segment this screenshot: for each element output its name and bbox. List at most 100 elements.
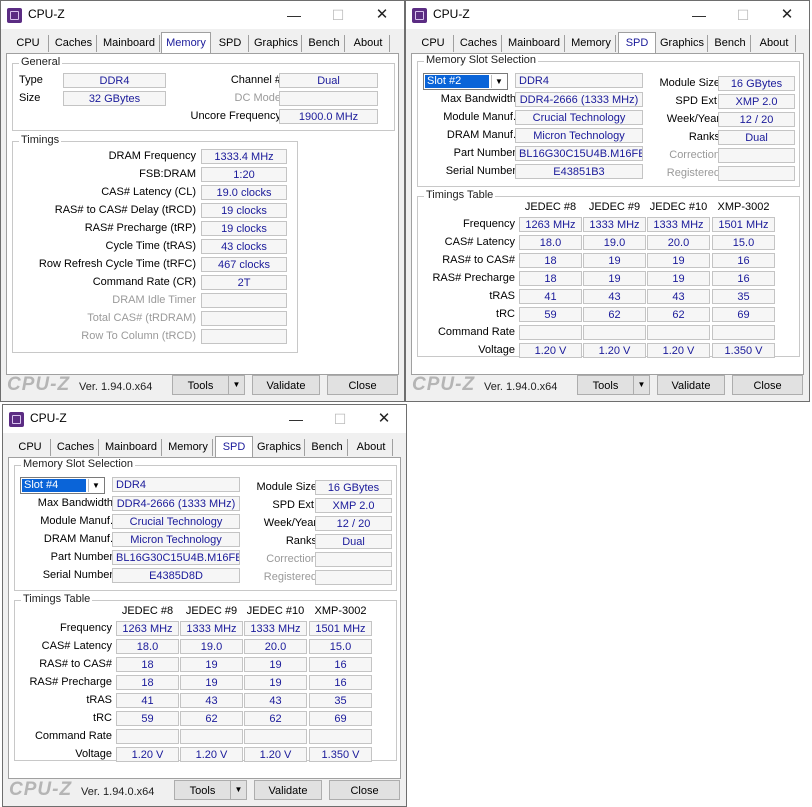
correction-value (315, 552, 392, 567)
ranks-value: Dual (718, 130, 795, 145)
tab-mainboard[interactable]: Mainboard (99, 35, 160, 52)
minimize-button[interactable]: — (692, 7, 706, 23)
close-window-button[interactable]: ✕ (375, 6, 389, 23)
tab-cpu[interactable]: CPU (10, 439, 51, 456)
week-year-value: 12 / 20 (718, 112, 795, 127)
tab-cpu[interactable]: CPU (413, 35, 454, 52)
part-number-value: BL16G30C15U4B.M16FE1 (515, 146, 643, 161)
chevron-down-icon[interactable]: ▼ (88, 479, 103, 492)
tab-bench[interactable]: Bench (304, 35, 345, 52)
timings-cell: 1333 MHz (244, 621, 307, 636)
timings-row-label: tRC (93, 712, 112, 724)
timings-cell: 18 (519, 253, 582, 268)
title-bar[interactable]: CPU-Z — ☐ ✕ (3, 405, 406, 433)
tab-cpu[interactable]: CPU (8, 35, 49, 52)
close-button[interactable]: Close (327, 375, 398, 395)
validate-button[interactable]: Validate (657, 375, 725, 395)
tab-bench[interactable]: Bench (710, 35, 751, 52)
tab-about[interactable]: About (753, 35, 796, 52)
minimize-button[interactable]: — (289, 411, 303, 427)
close-window-button[interactable]: ✕ (780, 6, 794, 23)
dc-mode-value (279, 91, 378, 106)
cpuz-logo: CPU-Z (9, 779, 73, 800)
timings-cell: 1.20 V (180, 747, 243, 762)
tab-bench[interactable]: Bench (307, 439, 348, 456)
close-button[interactable]: Close (732, 375, 803, 395)
maximize-button[interactable]: ☐ (736, 7, 750, 23)
tab-spd[interactable]: SPD (215, 436, 253, 457)
timings-cell: 18 (519, 271, 582, 286)
timing-value: 2T (201, 275, 287, 290)
tools-button[interactable]: Tools (577, 375, 634, 395)
timing-value (201, 311, 287, 326)
timings-cell: 1333 MHz (647, 217, 710, 232)
part-number-label: Part Number (50, 551, 113, 563)
timings-cell (180, 729, 243, 744)
tab-spd[interactable]: SPD (618, 32, 656, 53)
slot-select[interactable]: Slot #4 ▼ (20, 477, 105, 494)
group-title: Memory Slot Selection (21, 458, 136, 470)
tab-caches[interactable]: Caches (51, 35, 97, 52)
timings-cell: 16 (309, 657, 372, 672)
tab-graphics[interactable]: Graphics (254, 439, 305, 456)
tab-graphics[interactable]: Graphics (657, 35, 708, 52)
maximize-button[interactable]: ☐ (331, 7, 345, 23)
validate-button[interactable]: Validate (252, 375, 320, 395)
validate-button[interactable]: Validate (254, 780, 322, 800)
spd-panel: Memory Slot Selection Slot #4 ▼ DDR4 Max Ban… (8, 457, 401, 779)
timings-cell (309, 729, 372, 744)
timings-cell: 35 (712, 289, 775, 304)
tools-dropdown-button[interactable]: ▼ (230, 780, 247, 800)
timings-cell: 62 (647, 307, 710, 322)
dram-manufacturer-value: Micron Technology (515, 128, 643, 143)
title-bar[interactable]: CPU-Z — ☐ ✕ (1, 1, 404, 29)
timings-row-label: RAS# Precharge (29, 676, 112, 688)
chevron-down-icon[interactable]: ▼ (491, 75, 506, 88)
group-title: General (19, 56, 63, 68)
tools-dropdown-button[interactable]: ▼ (633, 375, 650, 395)
module-manufacturer-value: Crucial Technology (515, 110, 643, 125)
tab-spd[interactable]: SPD (212, 35, 249, 52)
tab-mainboard[interactable]: Mainboard (101, 439, 162, 456)
timings-cell (244, 729, 307, 744)
tools-button[interactable]: Tools (172, 375, 229, 395)
timings-cell: 1263 MHz (519, 217, 582, 232)
memory-panel: General Type DDR4 Size 32 GBytes Channel… (6, 53, 399, 375)
timing-label: FSB:DRAM (139, 168, 196, 180)
tools-button[interactable]: Tools (174, 780, 231, 800)
memory-slot-selection-group: Memory Slot Selection Slot #4 ▼ DDR4 Max Ban… (14, 458, 397, 591)
tab-caches[interactable]: Caches (53, 439, 99, 456)
tab-memory[interactable]: Memory (161, 32, 211, 53)
minimize-button[interactable]: — (287, 7, 301, 23)
slot-select[interactable]: Slot #2 ▼ (423, 73, 508, 90)
close-window-button[interactable]: ✕ (377, 410, 391, 427)
cpuz-window-memory: CPU-Z — ☐ ✕ CPU Caches Mainboard Memory … (0, 0, 405, 402)
close-button[interactable]: Close (329, 780, 400, 800)
cpuz-app-icon (9, 412, 24, 427)
tab-memory[interactable]: Memory (164, 439, 213, 456)
timings-cell: 1501 MHz (309, 621, 372, 636)
tab-graphics[interactable]: Graphics (251, 35, 302, 52)
title-bar[interactable]: CPU-Z — ☐ ✕ (406, 1, 809, 29)
maximize-button[interactable]: ☐ (333, 411, 347, 427)
tools-dropdown-button[interactable]: ▼ (228, 375, 245, 395)
type-label: Type (19, 74, 43, 86)
timings-cell: 62 (244, 711, 307, 726)
tab-caches[interactable]: Caches (456, 35, 502, 52)
timings-column-header: JEDEC #8 (524, 201, 577, 213)
tab-memory[interactable]: Memory (567, 35, 616, 52)
timing-value: 19.0 clocks (201, 185, 287, 200)
timings-cell: 43 (244, 693, 307, 708)
cpuz-window-spd-slot2: CPU-Z — ☐ ✕ CPU Caches Mainboard Memory … (405, 0, 810, 402)
slot-select-value: Slot #4 (22, 479, 86, 492)
timings-cell: 19 (244, 675, 307, 690)
group-title: Timings Table (424, 189, 496, 201)
tab-about[interactable]: About (347, 35, 390, 52)
timings-column-header: JEDEC #10 (649, 201, 708, 213)
tab-about[interactable]: About (350, 439, 393, 456)
registered-value (315, 570, 392, 585)
tab-mainboard[interactable]: Mainboard (504, 35, 565, 52)
timings-cell (519, 325, 582, 340)
timings-cell: 1.350 V (712, 343, 775, 358)
timings-column-header: JEDEC #9 (185, 605, 238, 617)
